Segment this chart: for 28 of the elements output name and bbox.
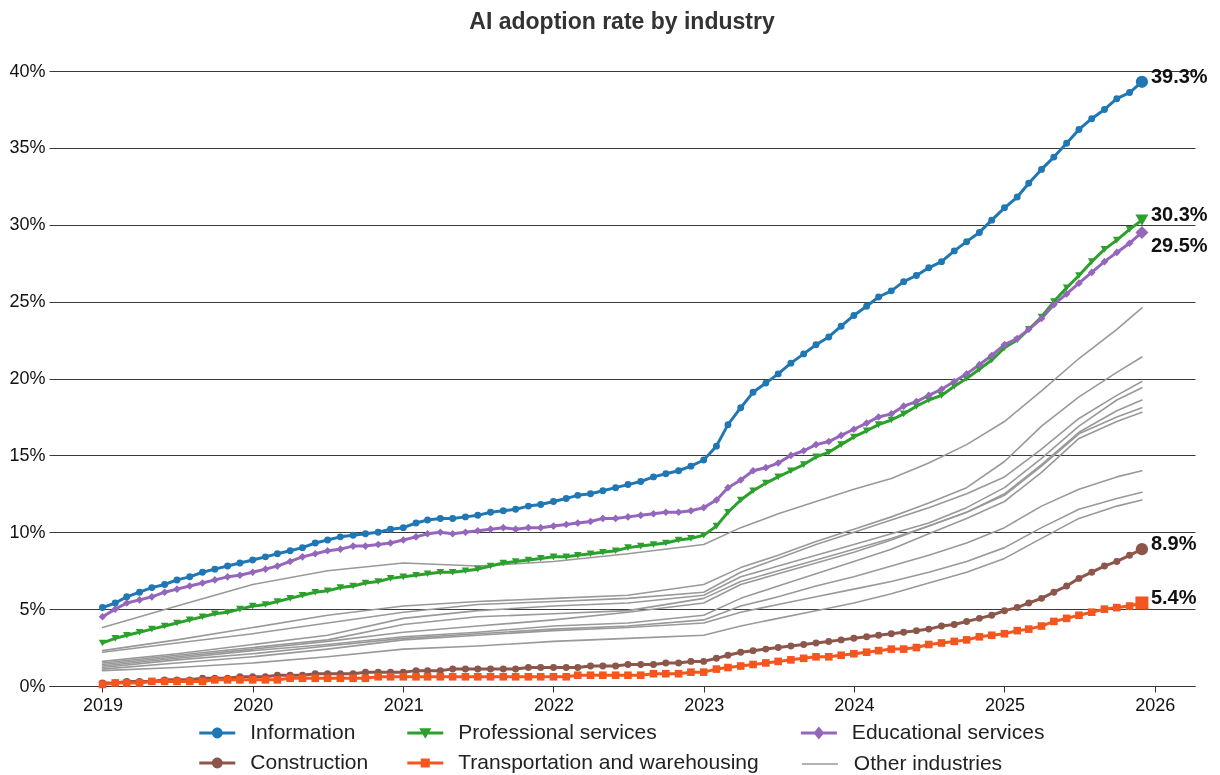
legend-label: Educational services	[851, 720, 1045, 743]
y-tick-label: 0%	[19, 675, 46, 696]
data-label: 5.4%	[1150, 585, 1197, 608]
data-label: 29.5%	[1150, 234, 1208, 257]
x-tick-label: 2024	[834, 694, 875, 715]
x-tick-label: 2021	[383, 694, 424, 715]
y-tick-label: 5%	[19, 598, 46, 619]
legend-label: Transportation and warehousing	[458, 750, 759, 773]
legend-label: Other industries	[853, 751, 1003, 774]
data-label: 30.3%	[1150, 203, 1208, 226]
y-tick-label: 25%	[9, 291, 46, 312]
data-label: 8.9%	[1150, 532, 1197, 555]
legend-label: Construction	[250, 750, 369, 773]
y-tick-label: 30%	[9, 214, 46, 235]
x-tick-label: 2019	[82, 694, 124, 715]
x-tick-label: 2022	[533, 694, 575, 715]
x-tick-label: 2025	[984, 694, 1025, 715]
y-tick-label: 35%	[9, 137, 46, 158]
x-tick-label: 2023	[684, 694, 725, 715]
y-tick-label: 20%	[9, 368, 46, 388]
legend-label: Information	[250, 720, 356, 743]
y-tick-label: 15%	[9, 444, 46, 465]
y-tick-label: 10%	[9, 521, 46, 542]
x-tick-label: 2020	[233, 694, 274, 715]
y-tick-label: 40%	[9, 60, 46, 81]
legend-label: Professional services	[458, 720, 657, 743]
x-tick-label: 2026	[1135, 694, 1176, 715]
chart-title: AI adoption rate by industry	[469, 8, 775, 34]
